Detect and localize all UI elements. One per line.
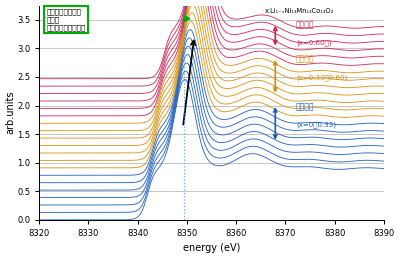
Text: 高エネルギー側へ
シフト
（＝高価数へ変化）: 高エネルギー側へ シフト （＝高価数へ変化） [47,8,86,31]
Text: 充電後期: 充電後期 [296,55,314,64]
Text: (x=0.33～0.60): (x=0.33～0.60) [296,74,347,81]
Text: x:Li₁₋ₓNi₁₃Mn₁₃Co₁₃O₂: x:Li₁₋ₓNi₁₃Mn₁₃Co₁₃O₂ [265,8,334,14]
X-axis label: energy (eV): energy (eV) [183,243,240,254]
Text: (x=0～0.33): (x=0～0.33) [296,121,336,128]
Text: 充電初期: 充電初期 [296,102,314,111]
Text: 過充電域: 過充電域 [296,20,314,30]
Text: (x=0.60～): (x=0.60～) [296,40,332,46]
Y-axis label: arb.units: arb.units [6,91,16,134]
